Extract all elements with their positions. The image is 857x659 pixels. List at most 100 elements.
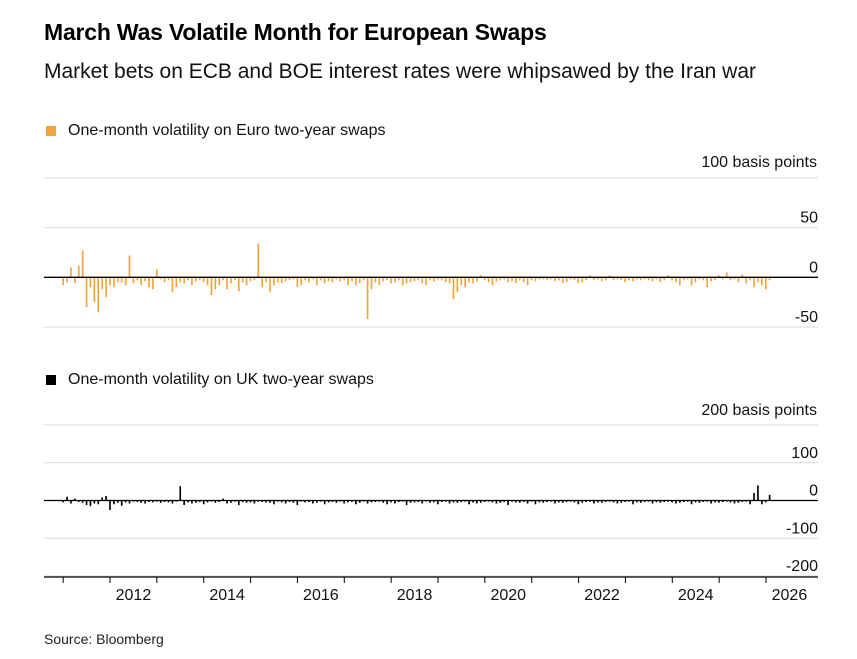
bar-euro-24 (155, 269, 158, 278)
bar-euro-125 (550, 277, 552, 280)
bar-uk-101 (456, 500, 459, 503)
bar-euro-14 (116, 277, 119, 283)
bar-uk-178 (757, 485, 759, 501)
bar-euro-96 (437, 277, 439, 280)
bar-euro-15 (120, 277, 123, 283)
bar-uk-152 (655, 500, 658, 503)
bar-uk-51 (261, 500, 264, 503)
bar-euro-94 (429, 277, 431, 281)
bar-euro-102 (460, 277, 463, 286)
bar-euro-154 (663, 277, 666, 281)
bar-uk-20 (140, 500, 143, 503)
bar-euro-49 (253, 277, 256, 281)
bar-euro-148 (639, 277, 642, 281)
x-tick-label-2020: 2020 (490, 587, 526, 604)
x-tick-label-2012: 2012 (116, 587, 152, 604)
bar-euro-46 (241, 277, 244, 283)
bar-uk-82 (382, 500, 385, 503)
bar-uk-25 (159, 500, 162, 503)
legend-uk: One-month volatility on UK two-year swap… (46, 371, 374, 389)
bar-uk-174 (741, 500, 744, 503)
bar-euro-73 (347, 277, 349, 286)
bar-uk-7 (89, 500, 92, 507)
bar-euro-181 (768, 277, 771, 281)
bar-uk-168 (718, 500, 720, 503)
bar-uk-62 (304, 500, 306, 503)
bar-euro-174 (741, 274, 744, 278)
bar-euro-168 (718, 275, 720, 278)
bar-euro-138 (600, 277, 603, 282)
bar-euro-161 (690, 277, 693, 286)
bar-uk-123 (542, 500, 545, 503)
bar-euro-87 (401, 277, 404, 286)
bar-uk-89 (409, 500, 412, 503)
bar-euro-48 (249, 277, 252, 282)
bar-euro-37 (206, 277, 209, 286)
bar-euro-178 (757, 277, 759, 283)
bar-euro-144 (624, 277, 627, 283)
bar-uk-144 (624, 500, 627, 503)
bar-euro-85 (394, 277, 396, 283)
bar-uk-147 (636, 500, 638, 503)
bar-uk-112 (499, 500, 502, 503)
bar-euro-6 (85, 277, 88, 308)
bar-uk-40 (218, 500, 221, 503)
bar-euro-8 (93, 277, 96, 303)
bar-uk-138 (600, 500, 603, 503)
bar-euro-16 (124, 277, 127, 286)
bar-euro-111 (495, 277, 498, 282)
bar-euro-170 (725, 272, 728, 278)
bar-uk-28 (171, 500, 174, 504)
bar-euro-159 (682, 277, 685, 281)
bar-euro-31 (183, 277, 185, 284)
bar-euro-126 (554, 277, 556, 282)
bar-uk-158 (679, 500, 681, 503)
bar-uk-0 (62, 500, 64, 503)
bar-uk-173 (737, 500, 740, 503)
bar-euro-155 (667, 275, 669, 278)
bar-euro-131 (573, 277, 576, 281)
bar-euro-146 (632, 277, 634, 282)
bar-uk-85 (394, 500, 396, 504)
bar-uk-129 (565, 500, 568, 503)
x-tick-label-2016: 2016 (303, 587, 339, 604)
bar-euro-157 (675, 277, 677, 283)
bar-euro-12 (109, 277, 111, 286)
bar-uk-19 (136, 500, 139, 503)
bar-uk-111 (495, 500, 498, 504)
bar-uk-49 (253, 500, 256, 504)
bar-uk-53 (269, 500, 271, 503)
bar-euro-105 (472, 277, 474, 284)
bar-uk-26 (163, 500, 166, 503)
bar-uk-88 (405, 500, 408, 506)
bar-euro-23 (152, 277, 154, 290)
bar-uk-64 (312, 500, 314, 504)
bar-uk-176 (749, 500, 751, 505)
bar-euro-169 (721, 277, 724, 280)
bar-uk-102 (460, 500, 463, 503)
bar-euro-52 (265, 277, 267, 283)
bar-euro-89 (409, 277, 412, 283)
bar-uk-122 (538, 500, 541, 503)
bar-uk-86 (397, 500, 400, 503)
bar-euro-115 (511, 277, 513, 282)
bar-uk-16 (124, 500, 127, 503)
bar-euro-103 (464, 277, 466, 288)
bar-euro-1 (66, 277, 68, 283)
bar-uk-97 (440, 500, 443, 503)
bar-euro-30 (179, 277, 182, 283)
bar-euro-80 (374, 277, 377, 283)
bar-euro-106 (476, 277, 478, 282)
bar-euro-5 (81, 250, 84, 278)
bar-uk-164 (702, 500, 705, 503)
legend-label-euro: One-month volatility on Euro two-year sw… (68, 122, 386, 139)
bar-uk-48 (249, 500, 252, 503)
bar-euro-127 (558, 277, 560, 281)
bar-uk-157 (675, 500, 677, 504)
bar-euro-141 (612, 277, 615, 281)
bar-uk-70 (335, 500, 338, 503)
bar-uk-124 (546, 500, 548, 503)
bar-euro-145 (628, 277, 630, 281)
bar-euro-36 (202, 277, 205, 283)
